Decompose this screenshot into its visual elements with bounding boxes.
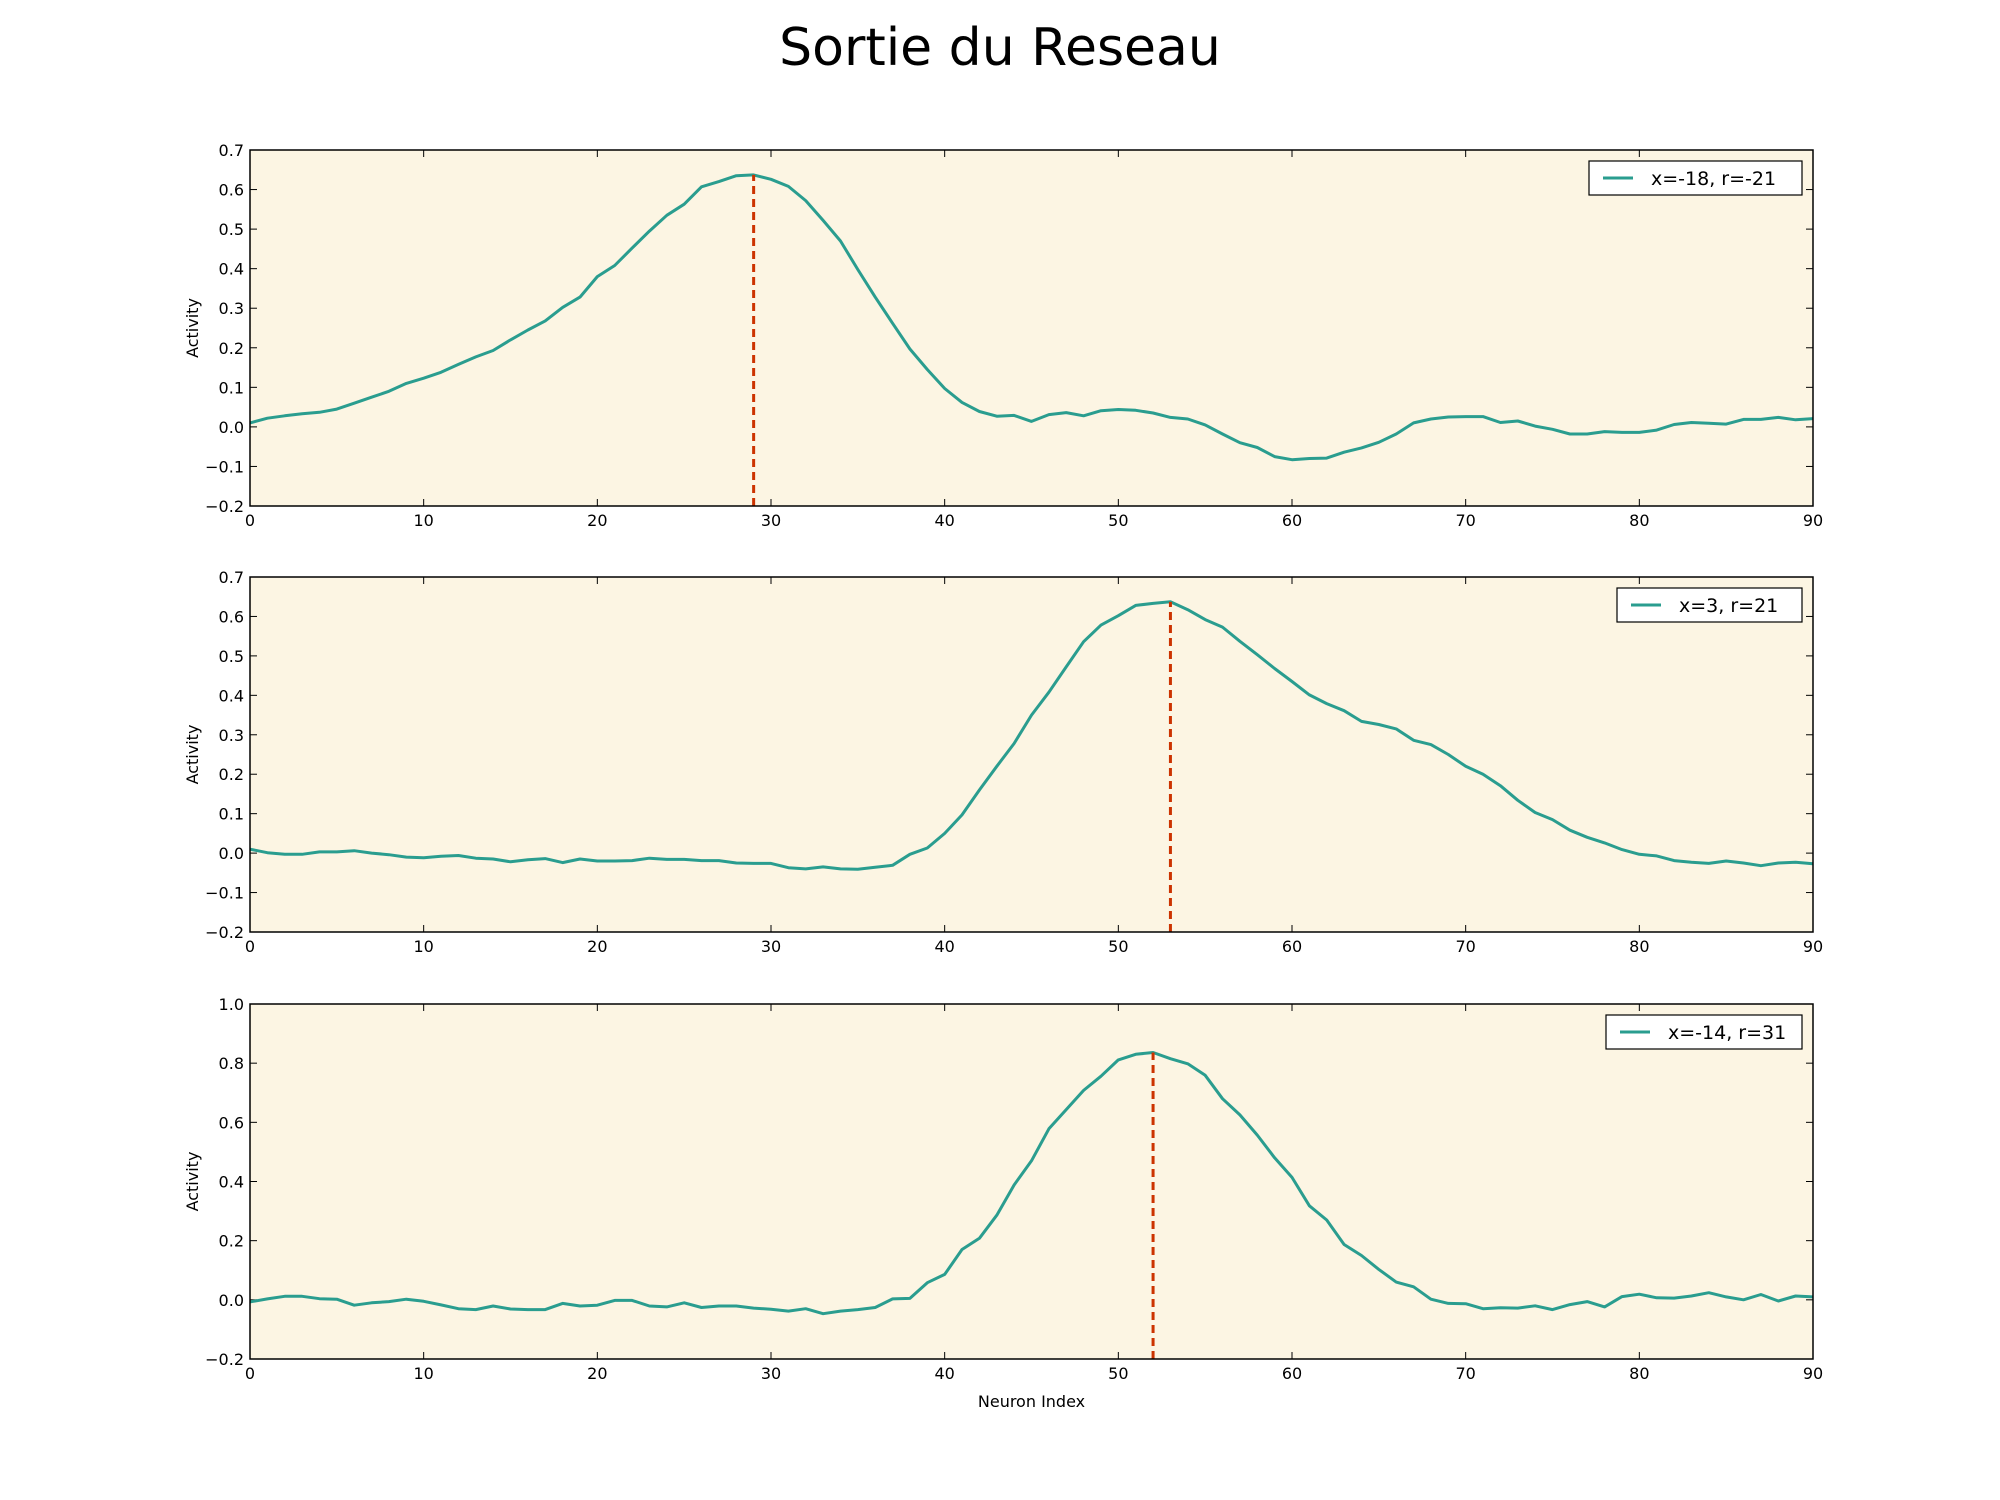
- x-tick-label: 50: [1108, 1364, 1128, 1383]
- y-tick-label: 0.6: [219, 181, 244, 200]
- x-tick-label: 0: [245, 1364, 255, 1383]
- legend: x=3, r=21: [1616, 587, 1803, 623]
- x-tick-label: 30: [761, 937, 781, 956]
- x-tick-label: 90: [1803, 937, 1823, 956]
- y-tick-label: 0.0: [219, 418, 244, 437]
- y-tick-label: 0.2: [219, 765, 244, 784]
- legend-label: x=-18, r=-21: [1651, 168, 1776, 190]
- series-line: [249, 173, 1814, 462]
- y-tick-label: −0.1: [205, 884, 244, 903]
- x-tick-label: 60: [1282, 511, 1302, 530]
- y-tick-label: 0.4: [219, 686, 244, 705]
- x-tick-label: 50: [1108, 511, 1128, 530]
- x-tick-label: 40: [934, 1364, 954, 1383]
- x-tick-label: 30: [761, 511, 781, 530]
- y-tick-label: 0.1: [219, 805, 244, 824]
- y-tick-label: 0.4: [219, 260, 244, 279]
- subplot-1: 0 10 20 30 40 50 60 70 80 90 −0.2 −0.1 0.0 0.1 0.2 0.3 0…: [183, 141, 1823, 530]
- x-tick-label: 20: [587, 1364, 607, 1383]
- y-tick-label: 0.5: [219, 220, 244, 239]
- x-tick-label: 90: [1803, 1364, 1823, 1383]
- x-tick-label: 70: [1455, 937, 1475, 956]
- series-line: [249, 600, 1814, 871]
- y-tick-label: 0.1: [219, 378, 244, 397]
- plot-area: [250, 150, 1813, 506]
- x-tick-label: 60: [1282, 1364, 1302, 1383]
- y-tick-label: 0.0: [219, 844, 244, 863]
- y-tick-label: −0.2: [205, 497, 244, 516]
- x-tick-label: 10: [413, 511, 433, 530]
- x-tick-label: 30: [761, 1364, 781, 1383]
- y-axis-label: Activity: [183, 1152, 202, 1212]
- plot-area: [250, 577, 1813, 932]
- y-tick-label: 0.6: [219, 1113, 244, 1132]
- x-tick-label: 20: [587, 511, 607, 530]
- legend-label: x=3, r=21: [1679, 595, 1778, 617]
- x-tick-label: 40: [934, 511, 954, 530]
- y-tick-label: 0.5: [219, 647, 244, 666]
- y-tick-label: 0.3: [219, 726, 244, 745]
- x-tick-label: 40: [934, 937, 954, 956]
- y-tick-label: 0.4: [219, 1173, 244, 1192]
- y-axis-label: Activity: [183, 298, 202, 358]
- y-tick-label: 0.8: [219, 1054, 244, 1073]
- y-tick-label: 1.0: [219, 995, 244, 1014]
- x-tick-label: 90: [1803, 511, 1823, 530]
- plot-frame: [249, 576, 1814, 933]
- plot-frame: [249, 1003, 1814, 1360]
- x-tick-label: 0: [245, 511, 255, 530]
- y-tick-label: 0.3: [219, 299, 244, 318]
- x-tick-label: 80: [1629, 511, 1649, 530]
- x-tick-label: 70: [1455, 511, 1475, 530]
- y-tick-label: 0.0: [219, 1291, 244, 1310]
- x-tick-label: 80: [1629, 1364, 1649, 1383]
- x-tick-label: 50: [1108, 937, 1128, 956]
- y-tick-label: 0.7: [219, 141, 244, 160]
- plot-frame: [249, 149, 1814, 507]
- figure-title: Sortie du Reseau: [779, 18, 1221, 78]
- y-tick-label: 0.2: [219, 1232, 244, 1251]
- plot-area: [250, 1004, 1813, 1359]
- legend: x=-18, r=-21: [1588, 160, 1803, 196]
- x-tick-label: 70: [1455, 1364, 1475, 1383]
- series-line: [249, 1051, 1814, 1316]
- x-tick-label: 10: [413, 937, 433, 956]
- legend: x=-14, r=31: [1605, 1014, 1803, 1050]
- y-tick-label: 0.6: [219, 607, 244, 626]
- y-tick-label: −0.2: [205, 1350, 244, 1369]
- y-tick-label: 0.7: [219, 568, 244, 587]
- y-tick-label: −0.1: [205, 457, 244, 476]
- x-tick-label: 10: [413, 1364, 433, 1383]
- x-tick-label: 60: [1282, 937, 1302, 956]
- y-axis-label: Activity: [183, 725, 202, 785]
- x-axis-label: Neuron Index: [978, 1392, 1085, 1411]
- x-tick-label: 20: [587, 937, 607, 956]
- x-tick-label: 0: [245, 937, 255, 956]
- subplot-3: 0 10 20 30 40 50 60 70 80 90 −0.2 0.0 0.2 0.4 0.6 0.8 1.…: [183, 995, 1823, 1411]
- x-tick-label: 80: [1629, 937, 1649, 956]
- legend-label: x=-14, r=31: [1668, 1022, 1786, 1044]
- y-tick-label: 0.2: [219, 339, 244, 358]
- y-tick-label: −0.2: [205, 923, 244, 942]
- subplot-2: 0 10 20 30 40 50 60 70 80 90 −0.2 −0.1 0.0 0.1 0.2 0.3 0…: [183, 568, 1823, 956]
